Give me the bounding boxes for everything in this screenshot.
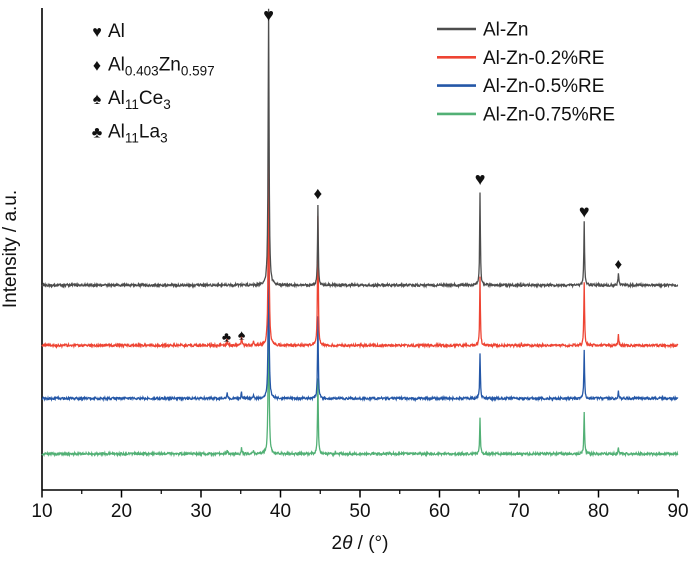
x-axis-label-theta: θ bbox=[342, 533, 353, 554]
series-legend: Al-Zn Al-Zn-0.2%RE Al-Zn-0.5%RE Al-Zn-0.75%… bbox=[437, 20, 615, 125]
x-tick-label: 20 bbox=[111, 501, 132, 522]
x-axis-label-suffix: / (°) bbox=[352, 533, 388, 554]
phase-glyph-icon: ♠ bbox=[93, 91, 102, 108]
series-line-2 bbox=[41, 254, 679, 403]
peak-markers: ♥ ♦ ♥ ♥ ♦ ♣ ♠ bbox=[222, 5, 623, 344]
series-line-0 bbox=[41, 8, 679, 289]
peak-marker-icon: ♣ bbox=[222, 329, 231, 345]
phase-label: Al0.403Zn0.597 bbox=[108, 55, 215, 79]
phase-legend: ♥ Al ♦ Al0.403Zn0.597 ♠ Al11Ce3 ♣ Al11La3 bbox=[92, 21, 215, 146]
phase-label: Al11La3 bbox=[108, 122, 168, 146]
series-line-1 bbox=[41, 159, 679, 350]
axes: 10 20 30 40 50 60 70 80 90 bbox=[31, 8, 689, 522]
x-tick-label: 60 bbox=[429, 501, 450, 522]
x-axis-label-prefix: 2 bbox=[332, 533, 343, 554]
x-tick-label: 90 bbox=[667, 501, 688, 522]
x-tick-label: 40 bbox=[270, 501, 291, 522]
legend-label-0: Al-Zn bbox=[483, 20, 528, 41]
legend-label-3: Al-Zn-0.75%RE bbox=[483, 104, 615, 125]
phase-label: Al11Ce3 bbox=[108, 88, 171, 112]
phase-label: Al bbox=[108, 21, 125, 42]
peak-marker-icon: ♥ bbox=[579, 201, 590, 221]
peak-marker-icon: ♥ bbox=[475, 169, 486, 189]
x-axis-label: 2θ / (°) bbox=[332, 533, 389, 554]
peak-marker-icon: ♠ bbox=[238, 326, 246, 342]
x-tick-label: 30 bbox=[190, 501, 211, 522]
x-tick-label: 10 bbox=[31, 501, 52, 522]
series-line-3 bbox=[41, 302, 679, 458]
peak-marker-icon: ♦ bbox=[615, 256, 623, 273]
phase-glyph-icon: ♥ bbox=[92, 24, 102, 41]
x-tick-label: 80 bbox=[588, 501, 609, 522]
x-tick-label: 50 bbox=[349, 501, 370, 522]
legend-label-2: Al-Zn-0.5%RE bbox=[483, 76, 604, 97]
y-axis-label: Intensity / a.u. bbox=[0, 190, 21, 308]
phase-glyph-icon: ♣ bbox=[92, 125, 103, 142]
legend-label-1: Al-Zn-0.2%RE bbox=[483, 48, 604, 69]
peak-marker-icon: ♦ bbox=[314, 184, 323, 203]
series-lines bbox=[41, 8, 679, 458]
x-tick-label: 70 bbox=[508, 501, 529, 522]
phase-glyph-icon: ♦ bbox=[93, 58, 101, 75]
peak-marker-icon: ♥ bbox=[263, 5, 274, 25]
